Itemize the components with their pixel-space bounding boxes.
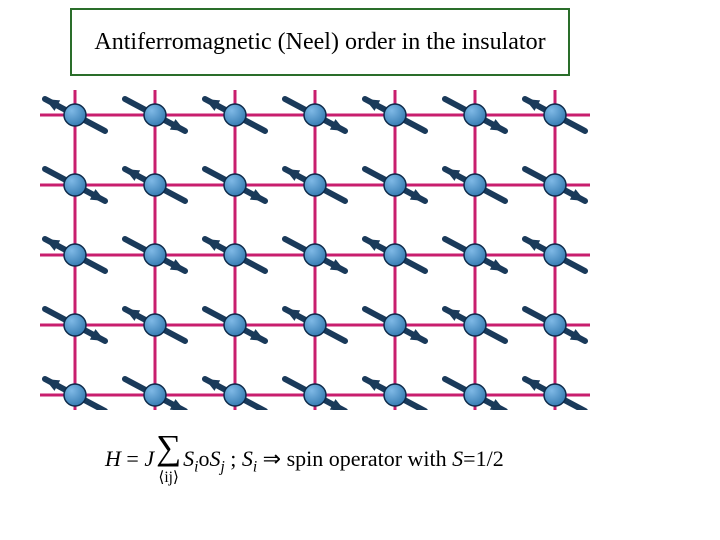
formula-arrow: ⇒ bbox=[257, 446, 286, 471]
hamiltonian-formula: H = J∑⟨ij⟩SioSj ; Si ⇒ spin operator wit… bbox=[105, 428, 504, 494]
formula-sep: ; bbox=[225, 446, 242, 471]
formula-Sj: S bbox=[209, 446, 220, 471]
formula-Seq: S bbox=[452, 446, 463, 471]
sum-under: ⟨ij⟩ bbox=[158, 468, 179, 487]
title-text: Antiferromagnetic (Neel) order in the in… bbox=[94, 28, 545, 57]
sum-symbol: ∑ bbox=[156, 428, 181, 467]
formula-J: J bbox=[144, 446, 154, 471]
formula-Si: S bbox=[183, 446, 194, 471]
formula-H: H bbox=[105, 446, 121, 471]
formula-tail: spin operator with bbox=[287, 446, 453, 471]
title-box: Antiferromagnetic (Neel) order in the in… bbox=[70, 8, 570, 76]
formula-o: o bbox=[198, 446, 209, 471]
formula-S2: S bbox=[242, 446, 253, 471]
formula-eq: = bbox=[121, 446, 144, 471]
formula-val: =1/2 bbox=[463, 446, 504, 471]
neel-lattice-diagram bbox=[40, 90, 590, 410]
